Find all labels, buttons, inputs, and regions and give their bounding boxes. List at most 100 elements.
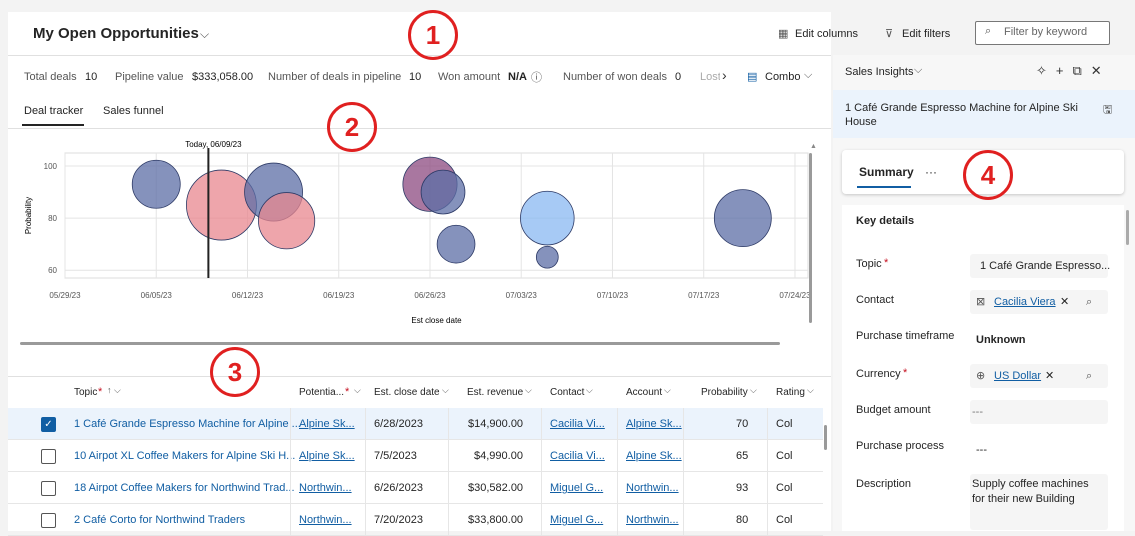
save-icon[interactable]: 🖫 [1103, 104, 1113, 116]
remove-icon[interactable]: ✕ [1060, 296, 1070, 308]
column-header[interactable]: Est. revenue [467, 387, 524, 398]
column-header[interactable]: Est. close date [374, 387, 440, 398]
cell[interactable]: Northwin... [626, 482, 679, 494]
callout-number: 3 [210, 347, 260, 397]
h-scrollbar [20, 342, 780, 345]
lookup-input[interactable]: ⊠ Cacilia Viera ✕ ⌕ [970, 290, 1108, 314]
cell-divider [290, 440, 291, 471]
search-icon: ⌕ [985, 25, 992, 37]
summary-tab[interactable]: Summary [859, 165, 914, 179]
sort-chevron: ⌵ [664, 385, 671, 395]
required-mark: * [98, 386, 103, 398]
cell[interactable]: Miguel G... [550, 514, 604, 526]
checkbox[interactable] [41, 449, 56, 464]
view-title[interactable]: My Open Opportunities [33, 25, 199, 42]
column-header[interactable]: Potentia... [299, 387, 345, 398]
x-tick-label: 05/29/23 [49, 291, 81, 300]
view-icon: ▤ [747, 71, 758, 83]
field-value[interactable]: Cacilia Viera [994, 296, 1056, 308]
cell[interactable]: 10 Airpot XL Coffee Makers for Alpine Sk… [74, 450, 296, 462]
view-switch[interactable]: Combo [765, 71, 801, 83]
column-header[interactable]: Probability [701, 387, 748, 398]
cell-divider [767, 504, 768, 535]
cell-divider [617, 408, 618, 439]
view-chevron[interactable]: ⌵ [804, 69, 813, 81]
stat-label: Number of won deals [563, 71, 667, 83]
field-textarea[interactable]: Supply coffee machines for their new Bui… [970, 474, 1108, 530]
cell[interactable]: Northwin... [626, 514, 679, 526]
view-chevron[interactable]: ⌵ [200, 27, 210, 41]
field-label: Budget amount [856, 404, 931, 416]
cell[interactable]: Alpine Sk... [299, 418, 355, 430]
field-label: Topic [856, 258, 882, 270]
edit-filters-button[interactable]: Edit filters [902, 28, 951, 40]
pane-chevron[interactable]: ⌵ [914, 64, 923, 76]
stat-label: Lost [700, 71, 720, 83]
edit-columns-icon: ▦ [778, 28, 789, 40]
cell: 65 [736, 450, 749, 462]
column-header[interactable]: Contact [550, 387, 585, 398]
cell[interactable]: Cacilia Vi... [550, 418, 605, 430]
selected-row [8, 408, 823, 439]
record-title[interactable]: 1 Café Grande Espresso Machine for Alpin… [845, 102, 1078, 128]
field-value[interactable]: US Dollar [994, 370, 1042, 382]
edit-columns-button[interactable]: Edit columns [795, 28, 858, 40]
pane-actions[interactable]: ✧+⧉✕ [1036, 63, 1111, 78]
cell[interactable]: 18 Airpot Coffee Makers for Northwind Tr… [74, 482, 295, 494]
lookup-input[interactable]: ⊕ US Dollar ✕ ⌕ [970, 364, 1108, 388]
cell-divider [448, 408, 449, 439]
sort-chevron: ⌵ [525, 385, 532, 395]
checkbox[interactable] [41, 513, 56, 528]
checkbox[interactable]: ✓ [41, 417, 56, 432]
field-value: --- [972, 406, 983, 418]
cell-divider [365, 504, 366, 535]
row-divider [8, 503, 823, 504]
v-scrollbar [809, 153, 812, 323]
lookup-icon: ⊕ [976, 370, 986, 382]
stat-label: Number of deals in pipeline [268, 71, 402, 83]
cell: 70 [736, 418, 749, 430]
tab[interactable]: Deal tracker [24, 105, 84, 117]
cell-divider [365, 440, 366, 471]
y-tick-label: 100 [44, 162, 58, 171]
pane-title[interactable]: Sales Insights [845, 66, 914, 78]
filter-icon: ⊽ [885, 28, 894, 40]
cell: 7/5/2023 [374, 450, 417, 462]
cell-divider [767, 472, 768, 503]
stat-value: $333,058.00 [192, 71, 254, 83]
more-tabs[interactable]: ··· [925, 165, 937, 179]
remove-icon[interactable]: ✕ [1045, 370, 1055, 382]
cell-divider [365, 472, 366, 503]
stats-scroll[interactable]: › [722, 67, 727, 83]
cell[interactable]: Alpine Sk... [626, 450, 682, 462]
checkbox[interactable] [41, 481, 56, 496]
x-axis-label: Est close date [411, 316, 462, 325]
column-header[interactable]: Rating [776, 387, 805, 398]
cell: $14,900.00 [468, 418, 524, 430]
cell[interactable]: 2 Café Corto for Northwind Traders [74, 514, 246, 526]
column-header[interactable]: Account [626, 387, 663, 398]
search-box[interactable]: ⌕ Filter by keyword [975, 21, 1110, 45]
cell-divider [448, 440, 449, 471]
cell[interactable]: Northwin... [299, 482, 352, 494]
cell[interactable]: Alpine Sk... [626, 418, 682, 430]
x-tick-label: 07/17/23 [688, 291, 720, 300]
cell[interactable]: Northwin... [299, 514, 352, 526]
tab[interactable]: Sales funnel [103, 105, 164, 117]
cell-divider [541, 472, 542, 503]
field-input[interactable]: 1 Café Grande Espresso... [970, 254, 1110, 278]
cell[interactable]: Alpine Sk... [299, 450, 355, 462]
field-label: Currency [856, 368, 901, 380]
cell[interactable]: 1 Café Grande Espresso Machine for Alpin… [74, 418, 301, 430]
cell-divider [541, 504, 542, 535]
cell[interactable]: Miguel G... [550, 482, 604, 494]
sort-chevron: ⌵ [442, 385, 449, 395]
callout-number: 1 [408, 10, 458, 60]
cell[interactable]: Cacilia Vi... [550, 450, 605, 462]
cell-divider [541, 408, 542, 439]
sort-chevron: ↑ ⌵ [107, 385, 121, 395]
column-header[interactable]: Topic [74, 387, 98, 398]
pane-scrollbar [1126, 210, 1129, 245]
sort-chevron: ⌵ [750, 385, 757, 395]
search-placeholder: Filter by keyword [1004, 26, 1088, 38]
